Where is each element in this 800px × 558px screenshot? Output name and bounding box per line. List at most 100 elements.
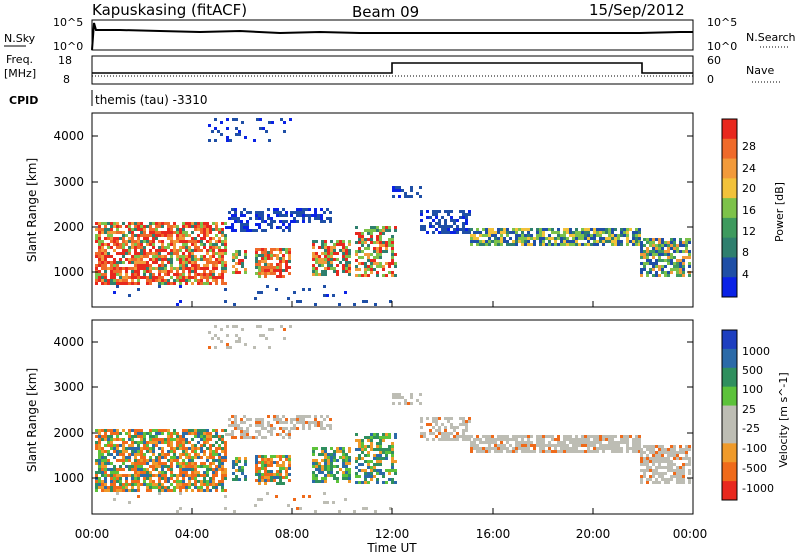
velocity-cell [104,468,107,471]
power-cell [420,210,423,213]
velocity-cell [110,435,113,438]
power-cell [438,222,441,225]
velocity-cell [308,427,311,430]
power-cell [312,243,315,246]
velocity-cell [197,486,200,489]
velocity-cell [137,480,140,483]
power-cell [361,250,364,253]
velocity-cell [258,479,261,482]
velocity-cell [670,475,673,478]
power-cell [330,252,333,255]
velocity-cell [673,475,676,478]
velocity-cell [179,456,182,459]
velocity-cell [640,478,643,481]
velocity-cell [646,448,649,451]
velocity-cell [640,481,643,484]
power-cell [420,225,423,228]
power-cell [258,269,261,272]
power-cell [373,229,376,232]
freq-trace [92,62,693,74]
velocity-cell [234,421,237,424]
velocity-cell [305,415,308,418]
velocity-cell [640,454,643,457]
power-cell [419,186,422,189]
power-cell [276,263,279,266]
power-cell [643,262,646,265]
power-cell [104,270,107,273]
power-cell [658,244,661,247]
velocity-cell [361,481,364,484]
power-cell [265,130,268,133]
velocity-ytick-3000: 3000 [53,380,84,394]
velocity-cell [382,439,385,442]
power-cell [320,214,323,217]
power-cell [161,249,164,252]
velocity-cell [391,469,394,472]
velocity-cell [376,463,379,466]
power-cell [312,264,315,267]
velocity-cell [456,435,459,438]
velocity-cell [209,432,212,435]
power-cell [270,254,273,257]
velocity-cell [164,438,167,441]
power-cell [98,270,101,273]
power-cell [273,272,276,275]
power-cell [282,220,285,223]
power-cell [370,238,373,241]
velocity-cell [200,462,203,465]
velocity-cell [267,461,270,464]
velocity-cell [182,477,185,480]
power-cell [358,235,361,238]
power-cell [261,229,264,232]
velocity-cell [599,435,602,438]
velocity-cell [661,445,664,448]
velocity-cell [113,456,116,459]
power-cell [361,256,364,259]
velocity-cell [264,436,267,439]
velocity-cell [143,441,146,444]
velocity-cell [379,439,382,442]
power-cell [197,234,200,237]
velocity-cell [345,471,348,474]
cpid-panel: CPID themis (tau) -3310 [9,90,208,107]
power-cell [394,229,397,232]
velocity-cell [410,393,413,396]
power-cell [345,264,348,267]
velocity-cell [206,474,209,477]
velocity-cell [473,444,476,447]
velocity-cell [491,441,494,444]
velocity-cell [182,432,185,435]
power-cell [116,243,119,246]
power-cell [113,276,116,279]
velocity-cell [329,427,332,430]
power-cell [167,252,170,255]
velocity-cell [185,483,188,486]
power-cell [244,268,247,271]
velocity-cell [258,433,261,436]
velocity-cell [312,447,315,450]
velocity-cell [209,483,212,486]
power-cell [110,276,113,279]
power-cell [179,228,182,231]
velocity-cell [200,432,203,435]
velocity-cell [155,474,158,477]
power-cell [119,225,122,228]
velocity-cell [119,453,122,456]
velocity-cell [635,438,638,441]
power-cell [602,228,605,231]
velocity-cell [373,436,376,439]
power-cell [468,231,471,234]
velocity-cell [125,441,128,444]
power-cell [194,249,197,252]
velocity-cell [679,475,682,478]
velocity-cell [182,429,185,432]
power-cell [317,214,320,217]
velocity-cell [101,483,104,486]
velocity-cell [137,462,140,465]
velocity-cell [95,489,98,492]
power-cell [137,282,140,285]
power-cell [542,231,545,234]
velocity-cell [182,444,185,447]
velocity-cell [590,450,593,453]
power-cell [158,222,161,225]
